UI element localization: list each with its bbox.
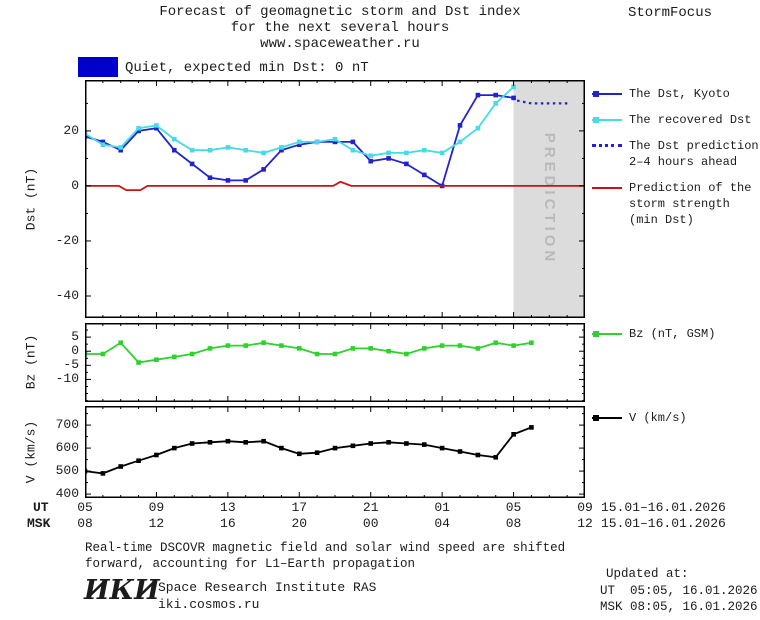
bz-axis-label: Bz (nT) [23, 334, 39, 390]
ut-tick-label: 09 [577, 500, 593, 515]
legend-bz-label: Bz (nT, GSM) [629, 327, 716, 341]
ut-tick-label: 21 [362, 500, 379, 515]
ut-tick-label: 05 [77, 500, 93, 515]
legend-storm-strength-label-line3: (min Dst) [629, 213, 694, 227]
recovered-dst-legend-marker-icon [592, 114, 622, 127]
institute-website: iki.cosmos.ru [158, 597, 260, 612]
y-tick-label: 0 [71, 343, 79, 359]
bz-legend-marker-icon [592, 328, 622, 341]
ut-tick-label: 09 [148, 500, 165, 515]
y-tick-label: -20 [55, 232, 79, 248]
dst-axis-label: Dst (nT) [23, 167, 39, 231]
storm-strength-legend-marker-icon [592, 182, 622, 195]
legend-storm-strength-label-line2: storm strength [629, 197, 730, 211]
y-tick-label: -5 [63, 357, 79, 373]
ut-tick-label: 01 [434, 500, 450, 515]
msk-tick-label: 20 [291, 516, 308, 531]
y-tick-label: 700 [55, 417, 79, 433]
legend-dst-kyoto-label: The Dst, Kyoto [629, 87, 730, 101]
v-legend-marker-icon [592, 412, 622, 425]
msk-tick-label: 00 [362, 516, 379, 531]
svg-text:PREDICTION: PREDICTION [541, 133, 558, 266]
updated-at-label: Updated at: [606, 567, 689, 581]
brand-stormfocus: StormFocus [628, 5, 713, 21]
legend-storm-strength-label-line1: Prediction of the [629, 181, 752, 195]
storm-level-swatch-icon [78, 57, 118, 77]
legend-dst-prediction-label-line1: The Dst prediction [629, 139, 759, 153]
y-tick-label: 0 [71, 177, 79, 193]
y-tick-label: 600 [55, 440, 79, 456]
msk-tick-label: 12 [577, 516, 593, 531]
page-title-line1: Forecast of geomagnetic storm and Dst in… [159, 4, 521, 20]
y-tick-label: -10 [55, 371, 79, 387]
msk-date-range: 15.01–16.01.2026 [601, 516, 726, 531]
ut-tick-label: 17 [291, 500, 308, 515]
msk-tick-label: 16 [220, 516, 236, 531]
v-chart [85, 406, 585, 498]
site-url: www.spaceweather.ru [260, 36, 420, 52]
msk-tick-label: 12 [148, 516, 165, 531]
footer-note-line2: forward, accounting for L1–Earth propaga… [85, 557, 416, 571]
msk-row-label: MSK [27, 516, 51, 531]
y-tick-label: 500 [55, 463, 79, 479]
v-axis-label: V (km/s) [23, 420, 39, 484]
ut-date-range: 15.01–16.01.2026 [601, 500, 726, 515]
legend-v-label: V (km/s) [629, 411, 687, 425]
institute-name: Space Research Institute RAS [158, 580, 377, 595]
y-tick-label: -40 [55, 287, 79, 303]
bz-chart [85, 323, 585, 402]
dst-kyoto-legend-marker-icon [592, 88, 622, 101]
y-tick-label: 400 [55, 486, 79, 502]
ut-tick-label: 05 [505, 500, 522, 515]
msk-tick-label: 08 [77, 516, 93, 531]
y-tick-label: 5 [71, 329, 79, 345]
legend-dst-prediction-label-line2: 2–4 hours ahead [629, 155, 738, 169]
updated-at-msk: MSK 08:05, 16.01.2026 [600, 600, 758, 614]
msk-tick-label: 04 [434, 516, 450, 531]
dst-chart: PREDICTION [85, 80, 585, 318]
storm-level-label: Quiet, expected min Dst: 0 nT [125, 60, 369, 76]
y-tick-label: 20 [63, 122, 79, 138]
dst-prediction-legend-marker-icon [592, 140, 622, 153]
legend-recovered-dst-label: The recovered Dst [629, 113, 752, 127]
msk-tick-label: 08 [505, 516, 522, 531]
iki-logo: ИКИ [84, 575, 160, 606]
ut-tick-label: 13 [220, 500, 236, 515]
ut-row-label: UT [33, 500, 49, 515]
footer-note-line1: Real-time DSCOVR magnetic field and sola… [85, 541, 566, 555]
updated-at-ut: UT 05:05, 16.01.2026 [600, 584, 758, 598]
page-title-line2: for the next several hours [230, 20, 450, 36]
